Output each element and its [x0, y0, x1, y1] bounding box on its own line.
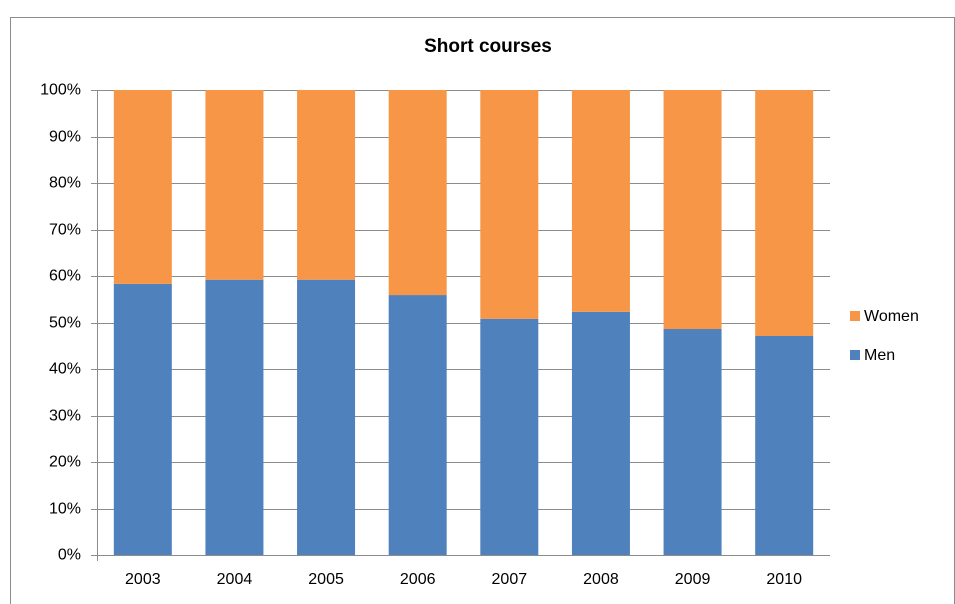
legend-label: Women — [864, 308, 919, 325]
bar-segment — [113, 283, 172, 555]
legend-swatch — [850, 311, 860, 321]
bar-segment — [297, 90, 356, 280]
x-tick-label: 2009 — [675, 571, 711, 588]
y-tick-label: 30% — [49, 408, 81, 425]
bar-segment — [663, 90, 722, 330]
bar-segment — [205, 279, 264, 555]
bar-segment — [571, 311, 630, 555]
bar-segment — [113, 90, 172, 284]
bar-segment — [480, 90, 539, 319]
y-tick-label: 70% — [49, 222, 81, 239]
bar-segment — [480, 318, 539, 555]
y-tick-label: 80% — [49, 175, 81, 192]
legend-swatch — [850, 350, 860, 360]
chart-title: Short courses — [424, 36, 552, 57]
x-tick-label: 2004 — [217, 571, 253, 588]
y-tick-label: 100% — [40, 82, 81, 99]
bar-segment — [571, 90, 630, 312]
bar-segment — [388, 295, 447, 555]
bar-segment — [663, 329, 722, 555]
legend-label: Men — [864, 347, 895, 364]
x-tick-label: 2007 — [492, 571, 528, 588]
x-tick-label: 2010 — [766, 571, 802, 588]
bar-segment — [205, 90, 264, 280]
x-tick-label: 2003 — [125, 571, 161, 588]
bar-segment — [755, 335, 814, 555]
x-tick-label: 2006 — [400, 571, 436, 588]
y-tick-label: 90% — [49, 129, 81, 146]
y-tick-label: 0% — [58, 547, 81, 564]
bar-segment — [388, 90, 447, 296]
y-tick-label: 60% — [49, 268, 81, 285]
y-tick-label: 20% — [49, 454, 81, 471]
y-tick-label: 10% — [49, 501, 81, 518]
bar-segment — [755, 90, 814, 336]
x-tick-label: 2008 — [583, 571, 619, 588]
y-tick-label: 50% — [49, 315, 81, 332]
y-tick-label: 40% — [49, 361, 81, 378]
x-tick-label: 2005 — [308, 571, 344, 588]
bar-segment — [297, 279, 356, 555]
